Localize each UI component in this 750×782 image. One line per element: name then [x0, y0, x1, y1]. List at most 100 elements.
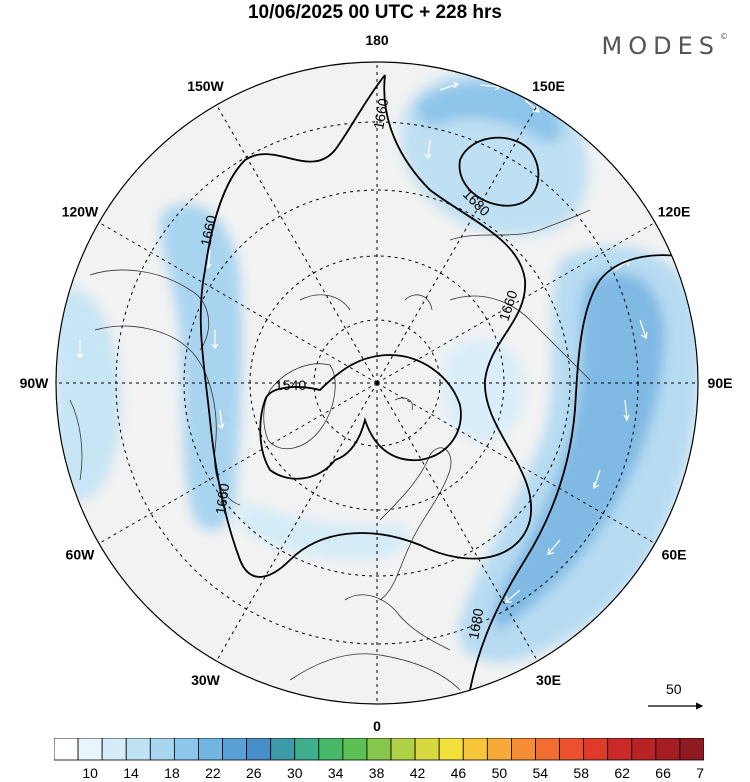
- colorbar-cell: [125, 738, 151, 761]
- jet-central: [442, 340, 526, 442]
- meridian-line: [376, 382, 656, 544]
- colorbar-tick-label: 22: [205, 765, 221, 781]
- colorbar-cell: [149, 738, 175, 761]
- colorbar-cell: [390, 738, 416, 761]
- colorbar-cell: [342, 738, 368, 761]
- colorbar-tick-label: 66: [655, 765, 671, 781]
- colorbar-cell: [535, 738, 560, 761]
- wind-arrow: [593, 469, 601, 490]
- wind-arrow: [639, 319, 648, 339]
- colorbar-cell: [246, 738, 272, 761]
- longitude-label: 90W: [20, 375, 50, 391]
- wind-arrow: [505, 589, 521, 603]
- colorbar-tick-label: 70: [696, 765, 704, 781]
- coast-europe: [344, 447, 452, 651]
- colorbar-cell: [631, 738, 657, 761]
- coastlines: [69, 209, 591, 691]
- colorbar-cell: [438, 738, 464, 761]
- colorbar-cell: [607, 738, 633, 761]
- wind-arrow: [76, 340, 84, 359]
- meridian-line: [98, 382, 378, 544]
- wind-arrow: [211, 330, 219, 349]
- colorbar-cell: [583, 738, 609, 761]
- colorbar-tick-label: 30: [287, 765, 303, 781]
- wind-arrow: [217, 409, 225, 429]
- longitude-label: 120W: [62, 204, 99, 220]
- colorbar-cell: [655, 738, 681, 761]
- coast-africa: [289, 653, 461, 691]
- colorbar-cell: [54, 738, 79, 761]
- colorbar-cell: [173, 738, 199, 761]
- colorbar-cell: [222, 738, 247, 761]
- longitude-label: 90E: [708, 375, 733, 391]
- meridian-line: [98, 222, 378, 384]
- wind-arrow: [524, 99, 540, 113]
- longitude-label: 120E: [658, 204, 691, 220]
- copyright-icon: ©: [720, 32, 728, 41]
- meridian-line: [216, 382, 378, 662]
- wind-arrow: [424, 139, 432, 159]
- colorbar-tick-label: 54: [533, 765, 549, 781]
- contour-label: 1660: [212, 482, 232, 515]
- colorbar-tick-label: 34: [328, 765, 344, 781]
- latitude-circle-60: [183, 189, 571, 577]
- longitude-label: 60E: [662, 547, 687, 563]
- contour-1680-pacific: [458, 136, 540, 207]
- longitude-label: 30W: [191, 672, 221, 688]
- contour-label: 1660: [197, 214, 219, 248]
- colorbar-tick-label: 42: [410, 765, 426, 781]
- wind-arrow: [547, 539, 561, 555]
- coast-arctic-islands: [299, 294, 433, 411]
- meridian-line: [376, 382, 538, 662]
- jet-atlantic: [160, 203, 243, 531]
- longitude-label: 150W: [187, 78, 224, 94]
- longitude-label: 30E: [536, 672, 561, 688]
- longitude-label: 0: [373, 718, 381, 734]
- colorbar-cell: [462, 738, 488, 761]
- height-contours: [199, 74, 698, 691]
- jet-west: [56, 288, 121, 501]
- jet-south: [240, 500, 408, 560]
- wind-arrow: [439, 81, 460, 91]
- contour-1660-outer: [199, 74, 533, 578]
- contour-1680-asia: [469, 254, 698, 691]
- colorbar-cell: [270, 738, 296, 761]
- colorbar-cell: [679, 738, 704, 761]
- colorbar-cell: [318, 738, 344, 761]
- colorbar-tick-label: 18: [164, 765, 180, 781]
- longitude-label: 180: [365, 32, 389, 48]
- graticule: [56, 62, 698, 704]
- polar-map: 1660 1680 1660 1660 1540 1660 1680 18015…: [20, 32, 733, 734]
- longitude-label: 60W: [66, 547, 96, 563]
- colorbar-cell: [414, 738, 440, 761]
- contour-1540: [259, 354, 462, 480]
- coast-greenland: [263, 363, 336, 449]
- colorbar-cell: [366, 738, 392, 761]
- wind-arrow: [623, 399, 630, 422]
- meridian-line: [376, 104, 538, 384]
- wind-reference-label: 50: [666, 681, 682, 697]
- contour-label: 1680: [465, 607, 486, 641]
- colorbar-cell: [77, 738, 103, 761]
- contour-label: 1660: [370, 97, 391, 131]
- meridians: [56, 62, 698, 704]
- colorbar-tick-label: 58: [573, 765, 589, 781]
- colorbar-cell: [101, 738, 127, 761]
- colorbar-tick-label: 50: [492, 765, 508, 781]
- colorbar-tick-label: 62: [614, 765, 630, 781]
- colorbar-cell: [486, 738, 512, 761]
- map-border: [55, 61, 699, 705]
- longitude-labels: 180 150E 120E 90E 60E 30E 0 30W 60W 90W 120W 150W: [20, 32, 733, 734]
- wind-reference-vector: 50: [648, 681, 704, 710]
- colorbar-cell: [198, 738, 223, 761]
- colorbar-tick-label: 38: [369, 765, 385, 781]
- colorbar-tick-label: 10: [82, 765, 98, 781]
- colorbar: 10 14 18 22 26 30 34 38 42 46 50 54 58 62 66 70: [54, 738, 704, 781]
- colorbar-tick-label: 14: [123, 765, 139, 781]
- meridian-line: [216, 104, 378, 384]
- colorbar-tick-label: 26: [246, 765, 262, 781]
- meridian-line: [376, 222, 656, 384]
- brand-name: MODES: [601, 32, 720, 60]
- map-title: 10/06/2025 00 UTC + 228 hrs: [247, 2, 503, 23]
- colorbar-cell: [559, 738, 585, 761]
